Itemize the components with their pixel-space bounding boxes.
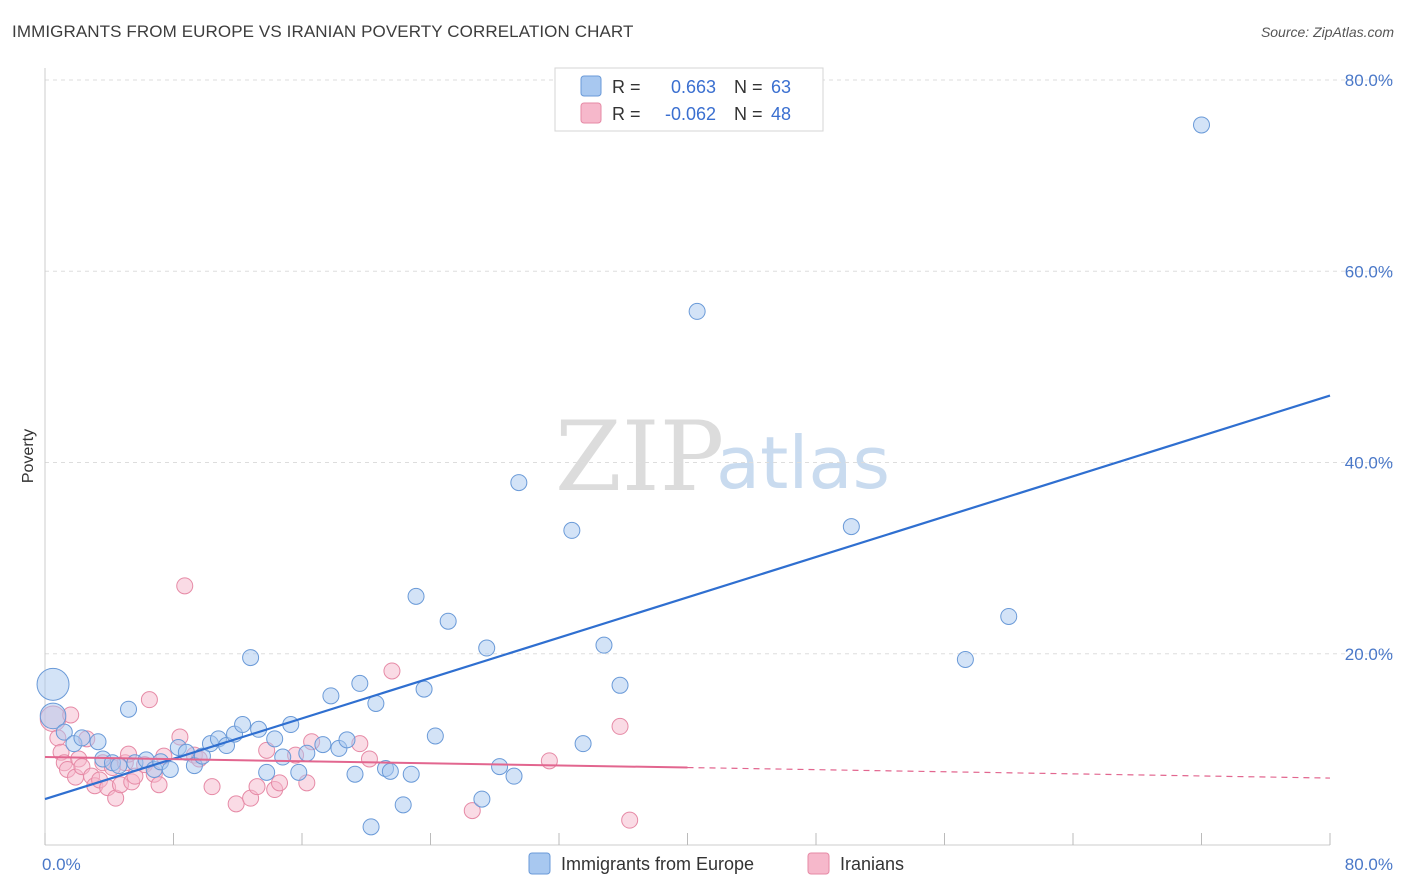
data-point: [362, 818, 380, 836]
data-point: [351, 674, 369, 692]
data-point: [383, 662, 401, 680]
data-point: [248, 778, 266, 796]
trend-line-immigrants-from-europe: [44, 394, 1331, 801]
data-point: [73, 729, 91, 747]
legend-n-label: N =: [734, 77, 763, 97]
source-credit: Source: ZipAtlas.com: [1260, 24, 1394, 40]
data-point: [266, 730, 284, 748]
y-tick-labels: 20.0% 40.0% 60.0% 80.0%: [1345, 71, 1393, 664]
legend-n-value: 48: [771, 104, 791, 124]
data-point: [271, 774, 289, 792]
data-point: [203, 778, 221, 796]
data-point: [402, 765, 420, 783]
data-point: [1000, 607, 1018, 625]
data-point: [491, 758, 509, 776]
data-point: [110, 757, 128, 775]
legend-r-value: 0.663: [671, 77, 716, 97]
data-point: [611, 717, 629, 735]
x-tick-label-max: 80.0%: [1345, 855, 1393, 874]
correlation-legend: R = 0.663 N = 63 R = -0.062 N = 48: [554, 67, 824, 132]
data-point: [242, 649, 260, 667]
data-point: [381, 762, 399, 780]
legend-item-immigrants-from-europe: Immigrants from Europe: [561, 854, 754, 874]
legend-item-iranians: Iranians: [840, 854, 904, 874]
legend-swatch-pink: [580, 102, 602, 124]
watermark-zip: ZIP: [555, 401, 724, 513]
trend-lines: [44, 394, 1331, 801]
data-point: [322, 687, 340, 705]
trend-line-iranians: [44, 756, 688, 769]
data-point: [478, 639, 496, 657]
data-point: [258, 763, 276, 781]
x-tick-label-min: 0.0%: [42, 855, 81, 874]
data-point: [505, 767, 523, 785]
data-point: [842, 518, 860, 536]
legend-n-value: 63: [771, 77, 791, 97]
data-point: [176, 577, 194, 595]
data-point: [688, 302, 706, 320]
data-point: [140, 691, 158, 709]
data-point: [415, 680, 433, 698]
data-point: [595, 636, 613, 654]
data-point: [120, 700, 138, 718]
data-point: [407, 587, 425, 605]
legend-item-swatch-pink: [807, 852, 830, 875]
y-tick-label: 60.0%: [1345, 262, 1393, 281]
data-point: [161, 760, 179, 778]
data-point: [510, 474, 528, 492]
data-point: [290, 763, 308, 781]
series-immigrants-from-europe: [36, 116, 1210, 836]
data-point: [463, 802, 481, 820]
data-point: [346, 765, 364, 783]
legend-r-label: R =: [612, 104, 641, 124]
x-axis-ticks: [44, 833, 1331, 845]
data-point: [314, 736, 332, 754]
data-point: [274, 748, 292, 766]
legend-item-swatch-blue: [528, 852, 551, 875]
y-tick-label: 20.0%: [1345, 645, 1393, 664]
grid: [45, 79, 1393, 655]
data-point: [563, 521, 581, 539]
y-tick-label: 40.0%: [1345, 454, 1393, 473]
chart-title: IMMIGRANTS FROM EUROPE VS IRANIAN POVERT…: [12, 22, 634, 41]
data-point: [227, 795, 245, 813]
data-point: [39, 702, 67, 730]
data-point: [426, 727, 444, 745]
y-tick-label: 80.0%: [1345, 71, 1393, 90]
data-point: [621, 811, 639, 829]
data-point: [956, 650, 974, 668]
legend-r-value: -0.062: [665, 104, 716, 124]
legend-n-label: N =: [734, 104, 763, 124]
data-point: [338, 731, 356, 749]
data-point: [540, 752, 558, 770]
legend-swatch-blue: [580, 75, 602, 97]
data-point: [394, 796, 412, 814]
series-legend: Immigrants from Europe Iranians: [528, 852, 904, 875]
data-point: [234, 716, 252, 734]
data-point: [611, 676, 629, 694]
data-point: [360, 750, 378, 768]
legend-r-label: R =: [612, 77, 641, 97]
y-axis-title: Poverty: [20, 429, 37, 483]
data-point: [574, 735, 592, 753]
trend-line-iranians-extrapolated: [687, 766, 1331, 779]
data-point: [55, 723, 73, 741]
data-point: [150, 776, 168, 794]
data-point: [89, 733, 107, 751]
data-point: [473, 790, 491, 808]
data-point: [298, 744, 316, 762]
data-point: [1193, 116, 1210, 134]
data-point: [439, 612, 457, 630]
data-point: [36, 667, 70, 701]
